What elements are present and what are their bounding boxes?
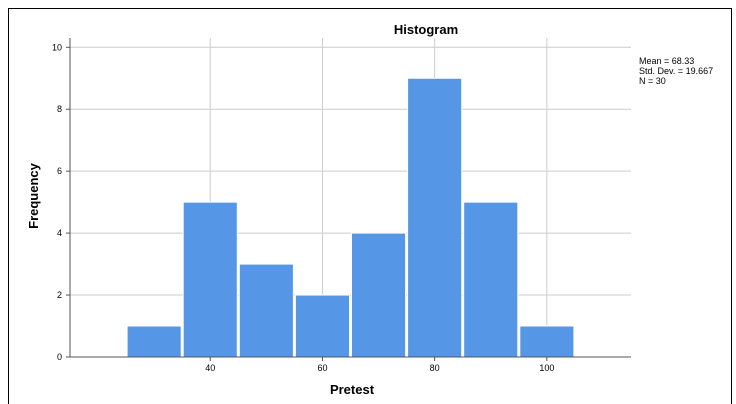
stats-mean: Mean = 68.33 [639,56,695,66]
y-axis-label: Frequency [26,162,41,229]
y-tick-label: 8 [57,104,62,114]
histogram-bar [238,263,294,358]
y-tick-label: 2 [57,290,62,300]
x-axis-label: Pretest [330,382,375,397]
y-tick-label: 4 [57,228,62,238]
chart-title: Histogram [394,22,458,37]
histogram-bar [407,77,463,358]
histogram-bar [463,201,519,358]
chart-frame [8,8,732,404]
histogram-bar [519,325,575,358]
histogram-bar [182,201,238,358]
x-tick-label: 80 [430,363,440,373]
histogram-bars [126,77,575,358]
stats-n: N = 30 [639,76,666,86]
y-tick-label: 0 [57,352,62,362]
histogram-bar [351,232,407,358]
histogram-bar [126,325,182,358]
histogram-bar [294,294,350,358]
x-tick-label: 40 [205,363,215,373]
stats-sd: Std. Dev. = 19.667 [639,66,714,76]
stats-legend: Mean = 68.33 Std. Dev. = 19.667 N = 30 [639,56,713,86]
tick-labels: 0 2 4 6 8 10 40 60 80 100 [52,42,554,373]
grid-lines [70,38,631,357]
y-tick-label: 6 [57,166,62,176]
axes [66,38,631,361]
y-tick-label: 10 [52,42,62,52]
x-tick-label: 100 [539,363,554,373]
x-tick-label: 60 [317,363,327,373]
